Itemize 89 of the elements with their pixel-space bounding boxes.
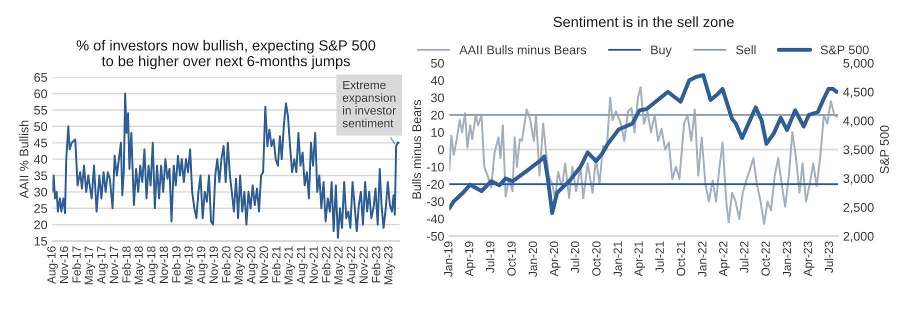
y-tick-label: 60	[34, 89, 48, 98]
y-axis-title: AAII % Bullish	[19, 120, 28, 198]
x-tick-label: Nov-19	[210, 246, 218, 283]
x-tick-label: Jan-22	[698, 242, 707, 277]
x-tick-label: Apr-22	[719, 242, 730, 276]
y-tick-label: 55	[34, 106, 48, 115]
y-tick-label: 45	[34, 138, 48, 148]
x-tick-label: Feb-22	[322, 246, 330, 282]
x-tick-label: Jul-22	[740, 242, 748, 273]
y-tick-label: 30	[431, 93, 444, 102]
x-tick-label: Nov-21	[309, 246, 318, 283]
y-tick-label: 25	[34, 204, 48, 213]
y2-tick-label: 2,500	[844, 203, 874, 214]
chart-title: % of investors now bullish, expecting S&P 500 to be higher over next 6-months jumps	[76, 40, 376, 70]
legend-label: AAII Bulls minus Bears	[459, 45, 586, 54]
x-tick-label: Aug-21	[296, 246, 308, 284]
x-tick-label: Feb-18	[122, 246, 131, 282]
x-tick-label: Oct-21	[676, 242, 686, 276]
y2-tick-label: 4,000	[843, 116, 874, 127]
y-tick-label: 40	[34, 154, 48, 164]
y-tick-label: 65	[34, 73, 48, 82]
x-tick-label: Aug-18	[147, 246, 158, 284]
y-tick-label: -10	[426, 162, 444, 172]
x-tick-label: Jan-19	[444, 241, 452, 277]
y-tick-label: 20	[431, 110, 444, 120]
y-tick-label: 0	[438, 145, 444, 154]
legend-label: Sell	[736, 45, 756, 54]
x-tick-label: Aug-20	[246, 246, 258, 284]
legend-label: S&P 500	[820, 45, 869, 54]
y-tick-label: 50	[431, 58, 444, 68]
y-tick-label: 15	[34, 236, 48, 246]
x-tick-label: Jul-19	[486, 241, 494, 273]
y2-tick-label: 3,000	[843, 174, 874, 185]
line-series	[449, 73, 838, 215]
x-tick-label: Jan-20	[528, 241, 538, 277]
y-tick-label: -20	[426, 180, 444, 189]
x-tick-label: Jan-23	[782, 241, 792, 277]
x-tick-label: Jul-20	[570, 241, 580, 273]
x-tick-label: Jan-21	[614, 242, 622, 277]
x-tick-label: Nov-16	[60, 246, 68, 283]
x-tick-label: Feb-17	[72, 246, 81, 282]
y2-tick-label: 2,000	[844, 232, 874, 242]
x-tick-label: Aug-16	[47, 246, 58, 284]
x-tick-label: May-21	[284, 246, 296, 284]
y-tick-label: -30	[426, 197, 444, 206]
chart-title: Sentiment is in the sell zone	[554, 16, 734, 28]
x-tick-label: Nov-22	[359, 246, 368, 283]
x-tick-label: Feb-20	[222, 246, 230, 282]
x-tick-label: Aug-17	[97, 246, 108, 284]
x-tick-label: Jul-23	[824, 241, 834, 273]
y-tick-label: 40	[430, 76, 444, 85]
line-series	[449, 86, 838, 225]
y-tick-label: -40	[426, 214, 444, 224]
x-tick-label: Apr-21	[634, 242, 646, 276]
x-tick-label: Apr-23	[804, 241, 814, 276]
x-tick-label: Nov-18	[160, 246, 168, 283]
y2-tick-label: 5,000	[843, 58, 874, 70]
x-tick-label: Oct-20	[592, 241, 601, 276]
x-tick-label: Apr-19	[464, 241, 476, 276]
y-tick-label: -50	[426, 232, 444, 241]
legend-label: Buy	[651, 46, 672, 57]
x-tick-label: Aug-22	[346, 246, 358, 284]
annotation: Extreme expansion in investor sentiment	[342, 80, 396, 128]
x-tick-label: Feb-23	[372, 246, 380, 282]
x-tick-label: May-17	[84, 246, 96, 284]
x-tick-label: Oct-19	[507, 241, 516, 276]
y-tick-label: 30	[34, 188, 48, 197]
y-tick-label: 35	[34, 171, 48, 180]
x-tick-label: May-23	[384, 246, 395, 284]
y-tick-label: 20	[34, 220, 48, 230]
x-tick-label: May-19	[184, 246, 196, 284]
y2-axis-title: S&P 500	[880, 125, 889, 174]
y-tick-label: 50	[34, 122, 48, 132]
x-tick-label: Nov-17	[110, 246, 118, 283]
y2-tick-label: 3,500	[843, 145, 874, 156]
x-tick-label: Aug-19	[196, 246, 208, 284]
x-tick-label: May-18	[134, 246, 146, 284]
x-tick-label: Nov-20	[260, 246, 268, 283]
line-series	[52, 92, 400, 239]
x-tick-label: May-22	[334, 246, 345, 284]
x-tick-label: Feb-19	[172, 246, 181, 282]
x-tick-label: Jul-21	[655, 242, 664, 273]
y2-tick-label: 4,500	[843, 88, 874, 98]
x-tick-label: May-20	[234, 246, 246, 284]
x-tick-label: Oct-22	[761, 242, 770, 276]
y-tick-label: 10	[431, 128, 444, 137]
y-axis-title: Bulls minus Bears	[412, 100, 422, 199]
x-tick-label: Apr-20	[550, 241, 560, 276]
x-tick-label: Feb-21	[272, 246, 281, 282]
